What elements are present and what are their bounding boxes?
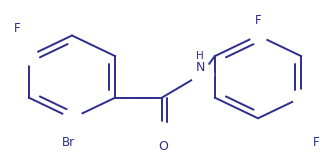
Text: Br: Br [61, 136, 75, 149]
Text: N: N [195, 61, 205, 74]
Text: F: F [313, 136, 319, 149]
Text: O: O [158, 140, 168, 153]
Text: F: F [14, 22, 21, 35]
Text: F: F [255, 14, 261, 27]
Text: H: H [196, 51, 204, 61]
